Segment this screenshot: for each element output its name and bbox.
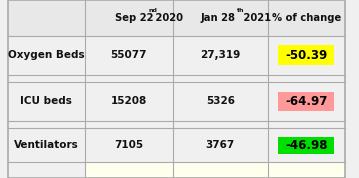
Text: th: th	[237, 8, 244, 13]
Bar	[8, 0, 345, 36]
Text: nd: nd	[148, 8, 157, 13]
Text: 3767: 3767	[206, 140, 235, 150]
Text: 5326: 5326	[206, 96, 235, 106]
Text: Oxygen Beds: Oxygen Beds	[8, 50, 85, 60]
Text: 7105: 7105	[114, 140, 144, 150]
Text: 15208: 15208	[111, 96, 147, 106]
Text: % of change: % of change	[272, 13, 341, 23]
Bar	[279, 45, 334, 65]
Text: Jan 28: Jan 28	[201, 13, 236, 23]
Bar	[279, 137, 334, 153]
Text: -46.98: -46.98	[285, 138, 327, 152]
Bar	[85, 162, 345, 178]
Text: Sep 22: Sep 22	[115, 13, 153, 23]
Text: 2020: 2020	[152, 13, 183, 23]
Text: -50.39: -50.39	[285, 49, 327, 62]
Text: ICU beds: ICU beds	[20, 96, 72, 106]
Text: 55077: 55077	[111, 50, 147, 60]
Bar	[279, 92, 334, 111]
Text: 27,319: 27,319	[200, 50, 241, 60]
Text: -64.97: -64.97	[285, 95, 327, 108]
Text: 2021: 2021	[239, 13, 271, 23]
Text: Ventilators: Ventilators	[14, 140, 79, 150]
